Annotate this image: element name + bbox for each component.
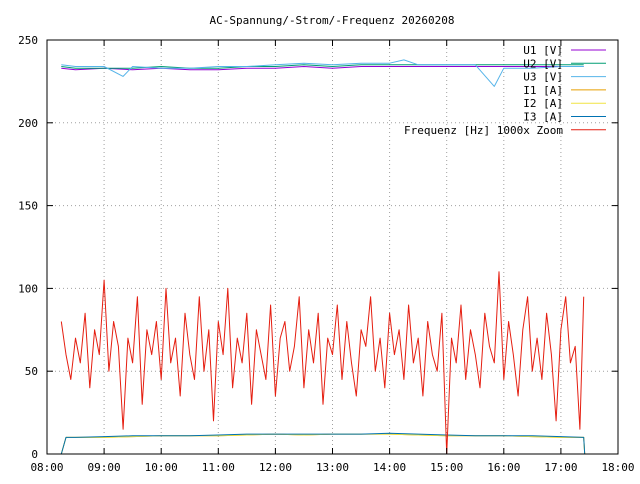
x-tick-label: 12:00 <box>259 461 292 474</box>
series-line-1 <box>61 66 584 71</box>
legend-label: I3 [A] <box>523 111 563 124</box>
y-tick-label: 250 <box>18 34 38 47</box>
series-line-4 <box>60 433 586 455</box>
x-tick-label: 14:00 <box>373 461 406 474</box>
x-tick-label: 10:00 <box>145 461 178 474</box>
legend-label: U2 [V] <box>523 57 563 70</box>
legend-label: Frequenz [Hz] 1000x Zoom <box>404 124 563 137</box>
axis-ticks: 08:00 09:00 10:00 11:00 12:00 13:00 14:00 15:00… <box>18 34 634 474</box>
legend-label: U3 [V] <box>523 71 563 84</box>
x-tick-label: 16:00 <box>487 461 520 474</box>
y-tick-label: 200 <box>18 117 38 130</box>
y-tick-label: 50 <box>25 365 38 378</box>
series-line-2 <box>61 64 584 69</box>
y-tick-label: 0 <box>31 448 38 461</box>
legend-label: U1 [V] <box>523 44 563 57</box>
y-tick-label: 100 <box>18 282 38 295</box>
x-tick-label: 11:00 <box>202 461 235 474</box>
series-line-3 <box>61 59 584 87</box>
chart-title: AC-Spannung/-Strom/-Frequenz 20260208 <box>209 14 454 27</box>
x-tick-label: 17:00 <box>544 461 577 474</box>
x-tick-label: 13:00 <box>316 461 349 474</box>
y-tick-label: 150 <box>18 200 38 213</box>
grid <box>47 40 618 454</box>
x-tick-label: 08:00 <box>30 461 63 474</box>
legend-label: I2 [A] <box>523 97 563 110</box>
series-lines <box>60 59 586 455</box>
x-tick-label: 15:00 <box>430 461 463 474</box>
series-line-5 <box>60 433 586 455</box>
legend-label: I1 [A] <box>523 84 563 97</box>
series-line-7 <box>60 271 585 455</box>
x-tick-label: 18:00 <box>601 461 634 474</box>
series-line-6 <box>60 432 586 455</box>
legend: U1 [V]U2 [V]U3 [V]I1 [A]I2 [A]I3 [A]Freq… <box>404 44 606 137</box>
x-tick-label: 09:00 <box>88 461 121 474</box>
